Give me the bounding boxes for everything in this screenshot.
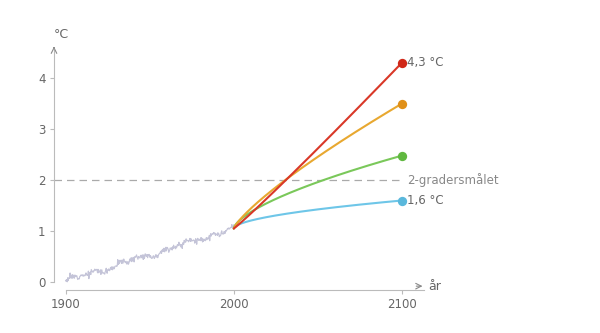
Text: år: år [428, 280, 442, 293]
Text: 2-gradersmålet: 2-gradersmålet [407, 173, 499, 187]
Point [397, 198, 407, 203]
Text: °C: °C [54, 29, 69, 42]
Text: 1,6 °C: 1,6 °C [407, 194, 443, 207]
Point [397, 60, 407, 66]
Text: 4,3 °C: 4,3 °C [407, 56, 443, 69]
Point [397, 153, 407, 158]
Point [397, 101, 407, 106]
